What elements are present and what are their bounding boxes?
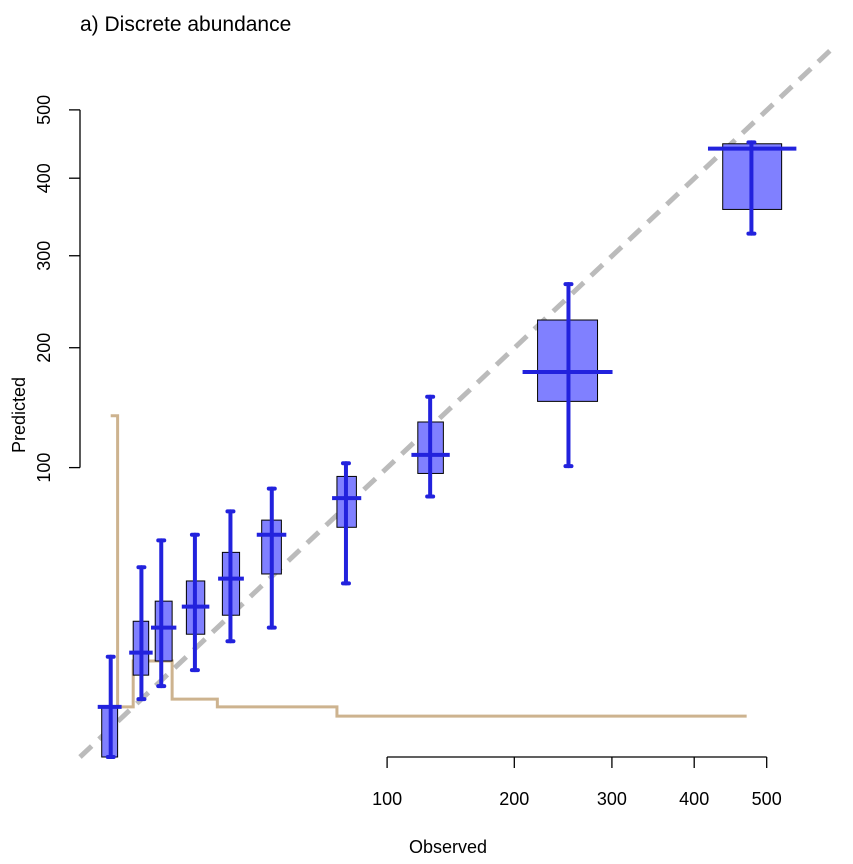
- y-tick-label: 300: [34, 241, 54, 271]
- x-tick-label: 100: [372, 789, 402, 809]
- x-tick-label: 500: [752, 789, 782, 809]
- box-group: [707, 140, 797, 236]
- x-axis-label: Observed: [409, 837, 487, 857]
- x-tick-label: 400: [679, 789, 709, 809]
- box: [154, 600, 173, 662]
- box-group: [522, 282, 613, 469]
- y-tick-label: 500: [34, 95, 54, 125]
- chart-title: a) Discrete abundance: [80, 13, 291, 36]
- x-tick-label: 200: [499, 789, 529, 809]
- x-tick-label: 300: [597, 789, 627, 809]
- reference-line: [78, 43, 838, 759]
- y-axis-label: Predicted: [9, 377, 29, 453]
- y-tick-label: 100: [34, 453, 54, 483]
- box-group: [150, 538, 177, 689]
- box-group: [332, 461, 362, 586]
- x-axis: 100 200 300 400 500: [372, 756, 782, 809]
- box-group: [256, 486, 287, 630]
- box-series: [97, 140, 797, 759]
- box-group: [218, 509, 244, 644]
- box-group: [181, 532, 210, 673]
- box-group: [129, 565, 153, 702]
- box-group: [97, 654, 122, 759]
- histogram-step-line: [110, 414, 747, 718]
- box-group: [411, 394, 450, 499]
- y-tick-label: 400: [34, 163, 54, 193]
- y-tick-label: 200: [34, 333, 54, 363]
- y-axis: 100 200 300 400 500: [34, 95, 81, 483]
